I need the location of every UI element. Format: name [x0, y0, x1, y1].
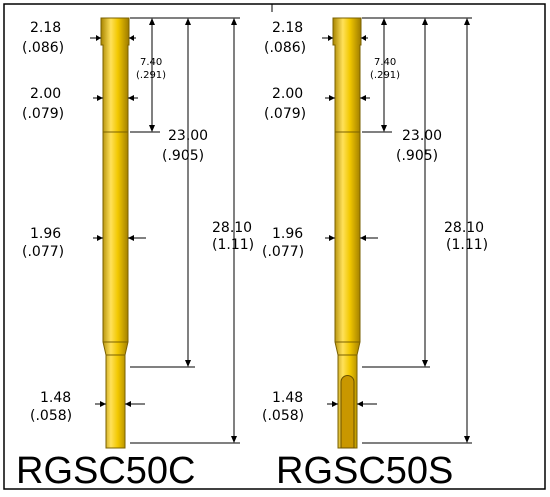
mid-len-mm: 23.00 — [168, 128, 208, 144]
tip-dia-mm: 1.48 — [272, 390, 303, 406]
upper-dia-in: (.079) — [264, 106, 306, 122]
barrel-dia-in: (.077) — [22, 244, 64, 260]
collar-len-in: (.291) — [370, 70, 400, 81]
tip-dia-in: (.058) — [262, 408, 304, 424]
barrel-dia-mm: 1.96 — [272, 226, 303, 242]
tip-dia-mm: 1.48 — [40, 390, 71, 406]
collar-len-in: (.291) — [136, 70, 166, 81]
barrel-dia-in: (.077) — [262, 244, 304, 260]
collar-len-mm: 7.40 — [140, 57, 162, 68]
upper-dia-in: (.079) — [22, 106, 64, 122]
probe-body-rgsc50s — [332, 17, 362, 449]
total-len-mm: 28.10 — [212, 220, 252, 236]
part-label-rgsc50c: RGSC50C — [16, 450, 196, 492]
part-label-rgsc50s: RGSC50S — [276, 450, 453, 492]
probe-rgsc50c: 2.18 (.086) 7.40 (.291) 2.00 (.079) 23.0… — [16, 17, 254, 492]
probe-body-rgsc50c — [100, 17, 130, 449]
tip-dia-in: (.058) — [30, 408, 72, 424]
probe-rgsc50s: 2.18 (.086) 7.40 (.291) 2.00 (.079) 23.0… — [262, 17, 488, 492]
head-dia-in: (.086) — [264, 40, 306, 56]
head-dia-mm: 2.18 — [272, 20, 303, 36]
total-len-mm: 28.10 — [444, 220, 484, 236]
mid-len-in: (.905) — [396, 148, 438, 164]
barrel-dia-mm: 1.96 — [30, 226, 61, 242]
mid-len-mm: 23.00 — [402, 128, 442, 144]
head-dia-mm: 2.18 — [30, 20, 61, 36]
upper-dia-mm: 2.00 — [272, 86, 303, 102]
collar-len-mm: 7.40 — [374, 57, 396, 68]
upper-dia-mm: 2.00 — [30, 86, 61, 102]
total-len-in: (1.11) — [212, 237, 254, 253]
mid-len-in: (.905) — [162, 148, 204, 164]
head-dia-in: (.086) — [22, 40, 64, 56]
frame-border — [3, 3, 546, 490]
tip-slot — [340, 375, 355, 449]
total-len-in: (1.11) — [446, 237, 488, 253]
